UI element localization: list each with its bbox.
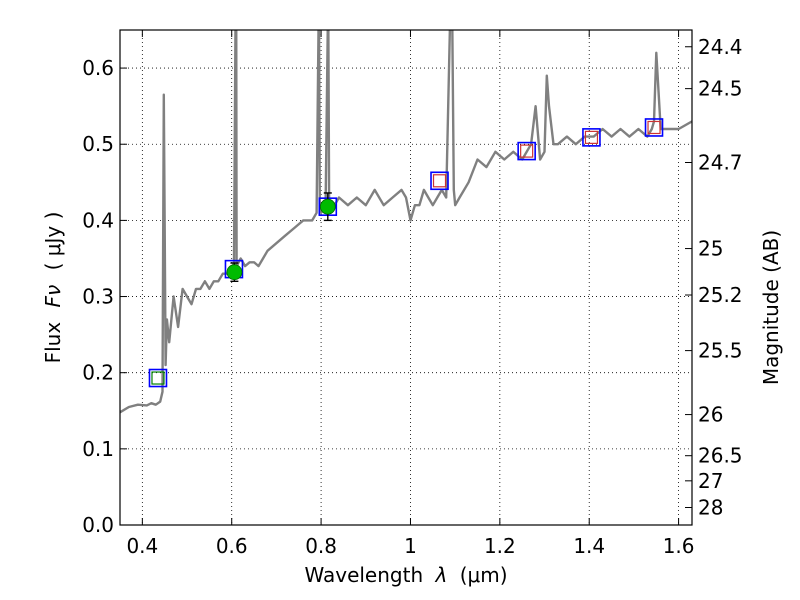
right-tick-label: 26.5 xyxy=(698,444,743,468)
observed-point xyxy=(319,198,336,215)
model-point xyxy=(148,368,168,388)
limit-point xyxy=(520,144,534,158)
ticks: 0.4 0.6 0.8 1 1.2 1.4 1.6 0.0 0.1 0.2 0.3 0.4 0.5 0.6… xyxy=(82,30,743,558)
y-tick-label: 0.2 xyxy=(82,361,114,385)
y-tick-label: 0.3 xyxy=(82,285,114,309)
x-tick-label: 0.4 xyxy=(126,534,158,558)
y-tick-label: 0.6 xyxy=(82,56,114,80)
right-tick-label: 28 xyxy=(698,495,723,519)
model-point xyxy=(430,171,449,191)
y-axis-right-label: Magnitude (AB) xyxy=(759,230,783,385)
x-axis-label: Wavelength λ (μm) xyxy=(304,563,507,587)
right-tick-label: 24.5 xyxy=(698,77,743,101)
y-tick-label: 0.0 xyxy=(82,513,114,537)
limit-point xyxy=(151,371,165,385)
right-tick-label: 24.4 xyxy=(698,35,743,59)
photometry-layer xyxy=(148,118,664,388)
model-point xyxy=(582,128,601,147)
x-tick-label: 0.6 xyxy=(216,534,248,558)
x-tick-label: 0.8 xyxy=(305,534,337,558)
y-tick-label: 0.4 xyxy=(82,208,114,232)
y-tick-label: 0.1 xyxy=(82,437,114,461)
limit-point xyxy=(647,120,661,135)
x-tick-label: 1.6 xyxy=(663,534,695,558)
x-tick-label: 1.2 xyxy=(484,534,516,558)
right-tick-label: 25.5 xyxy=(698,339,743,363)
y-tick-label: 0.5 xyxy=(82,132,114,156)
plot-frame xyxy=(119,29,693,526)
spectrum-layer xyxy=(120,30,692,414)
right-tick-label: 25.2 xyxy=(698,283,743,307)
x-tick-label: 1.4 xyxy=(573,534,605,558)
y-axis-label: Flux Fν ( μJy ) xyxy=(41,212,65,364)
model-point xyxy=(517,141,536,161)
limit-point xyxy=(584,130,599,144)
observed-point xyxy=(226,264,243,281)
right-tick-label: 26 xyxy=(698,403,723,427)
right-tick-label: 25 xyxy=(698,237,723,261)
grid xyxy=(120,30,692,526)
right-tick-label: 24.7 xyxy=(698,151,743,175)
model-point xyxy=(644,118,664,137)
limit-point xyxy=(432,174,447,188)
x-tick-label: 1 xyxy=(404,534,417,558)
spectrum-line xyxy=(120,30,692,414)
right-tick-label: 27 xyxy=(698,469,723,493)
